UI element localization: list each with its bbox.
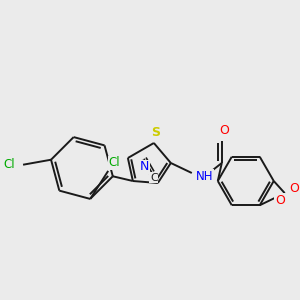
Text: C: C [150, 172, 158, 183]
Text: Cl: Cl [108, 156, 120, 170]
Text: N: N [140, 160, 149, 173]
Text: O: O [289, 182, 299, 194]
Text: S: S [152, 125, 160, 139]
Text: NH: NH [196, 169, 213, 182]
Text: O: O [275, 194, 285, 207]
Text: Cl: Cl [3, 158, 15, 171]
Text: O: O [219, 124, 229, 137]
